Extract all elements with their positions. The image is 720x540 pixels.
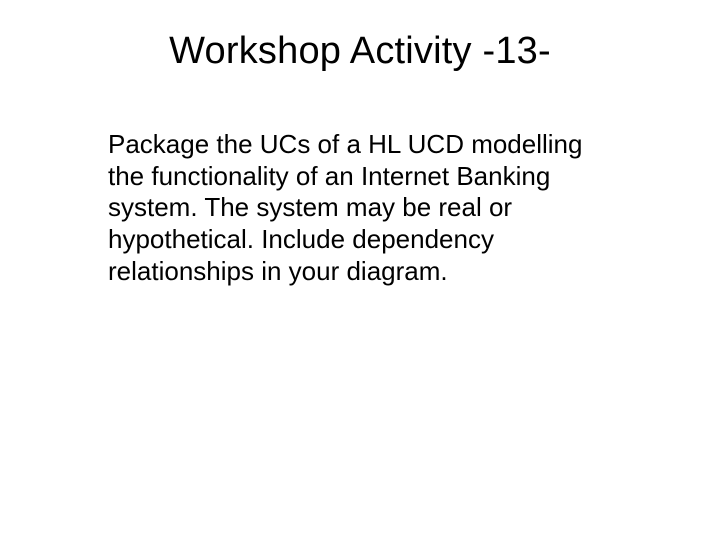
slide-container: Workshop Activity -13- Package the UCs o… bbox=[0, 0, 720, 540]
slide-title: Workshop Activity -13- bbox=[60, 30, 660, 73]
slide-body: Package the UCs of a HL UCD modelling th… bbox=[60, 129, 660, 288]
